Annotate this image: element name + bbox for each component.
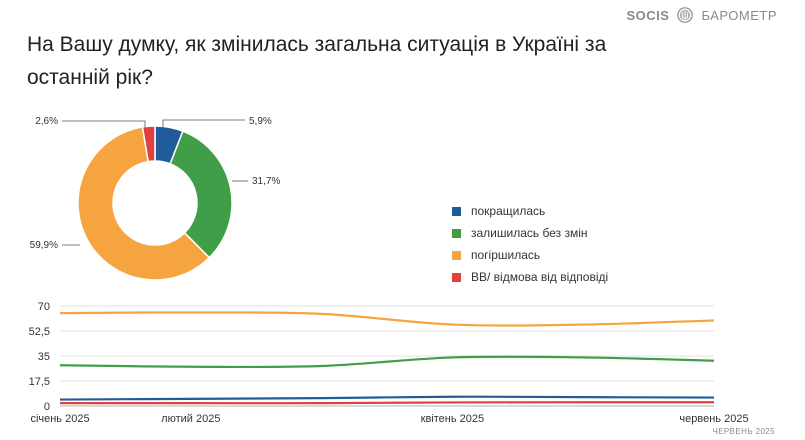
legend-item-worse: погіршилась bbox=[452, 244, 608, 266]
legend-swatch bbox=[452, 228, 461, 238]
slice-label-same: 31,7% bbox=[252, 176, 280, 187]
legend-label: погіршилась bbox=[471, 248, 541, 262]
donut-slice-improved bbox=[154, 125, 184, 165]
slice-label-worse: 59,9% bbox=[30, 240, 58, 251]
x-tick-label: лютий 2025 bbox=[161, 413, 220, 425]
brand-name: БАРОМЕТР bbox=[701, 7, 777, 23]
legend-label: ВВ/ відмова від відповіді bbox=[471, 270, 609, 284]
donut-slice-same bbox=[169, 130, 233, 259]
legend-item-same: залишилась без змін bbox=[452, 222, 608, 244]
series-line-worse bbox=[59, 311, 715, 327]
callout-line-improved bbox=[162, 119, 245, 128]
page-title: На Вашу думку, як змінилась загальна сит… bbox=[27, 33, 607, 89]
x-tick-label: червень 2025 bbox=[679, 413, 748, 425]
x-tick-label: січень 2025 bbox=[30, 413, 89, 425]
callout-line-dk bbox=[62, 120, 146, 128]
legend-label: покращилась bbox=[471, 204, 546, 218]
series-line-improved bbox=[59, 395, 715, 401]
legend-swatch bbox=[452, 272, 461, 282]
y-tick-label: 0 bbox=[44, 401, 50, 413]
y-tick-label: 35 bbox=[38, 351, 50, 363]
series-line-same bbox=[59, 355, 715, 369]
socis-logo: SOCIS bbox=[626, 7, 670, 23]
donut-slice-worse bbox=[77, 126, 211, 281]
y-tick-label: 70 bbox=[38, 301, 50, 313]
donut-slice-dk bbox=[141, 125, 156, 163]
x-tick-label: квітень 2025 bbox=[421, 413, 484, 425]
slice-label-dk: 2,6% bbox=[35, 116, 58, 127]
y-tick-label: 52,5 bbox=[29, 326, 50, 338]
legend-label: залишилась без змін bbox=[471, 226, 588, 240]
series-line-dk bbox=[59, 401, 715, 405]
chart-legend: покращилась залишилась без змін погіршил… bbox=[452, 200, 608, 288]
brand-header: SOCIS БАРОМЕТР bbox=[627, 6, 778, 24]
legend-item-improved: покращилась bbox=[452, 200, 608, 222]
legend-swatch bbox=[452, 250, 461, 260]
tryzub-seal-icon bbox=[677, 7, 694, 23]
footer-date: ЧЕРВЕНЬ 2025 bbox=[712, 427, 775, 436]
legend-item-dk: ВВ/ відмова від відповіді bbox=[452, 266, 608, 288]
y-tick-label: 17,5 bbox=[29, 376, 50, 388]
legend-swatch bbox=[452, 206, 461, 216]
slice-label-improved: 5,9% bbox=[249, 116, 272, 127]
